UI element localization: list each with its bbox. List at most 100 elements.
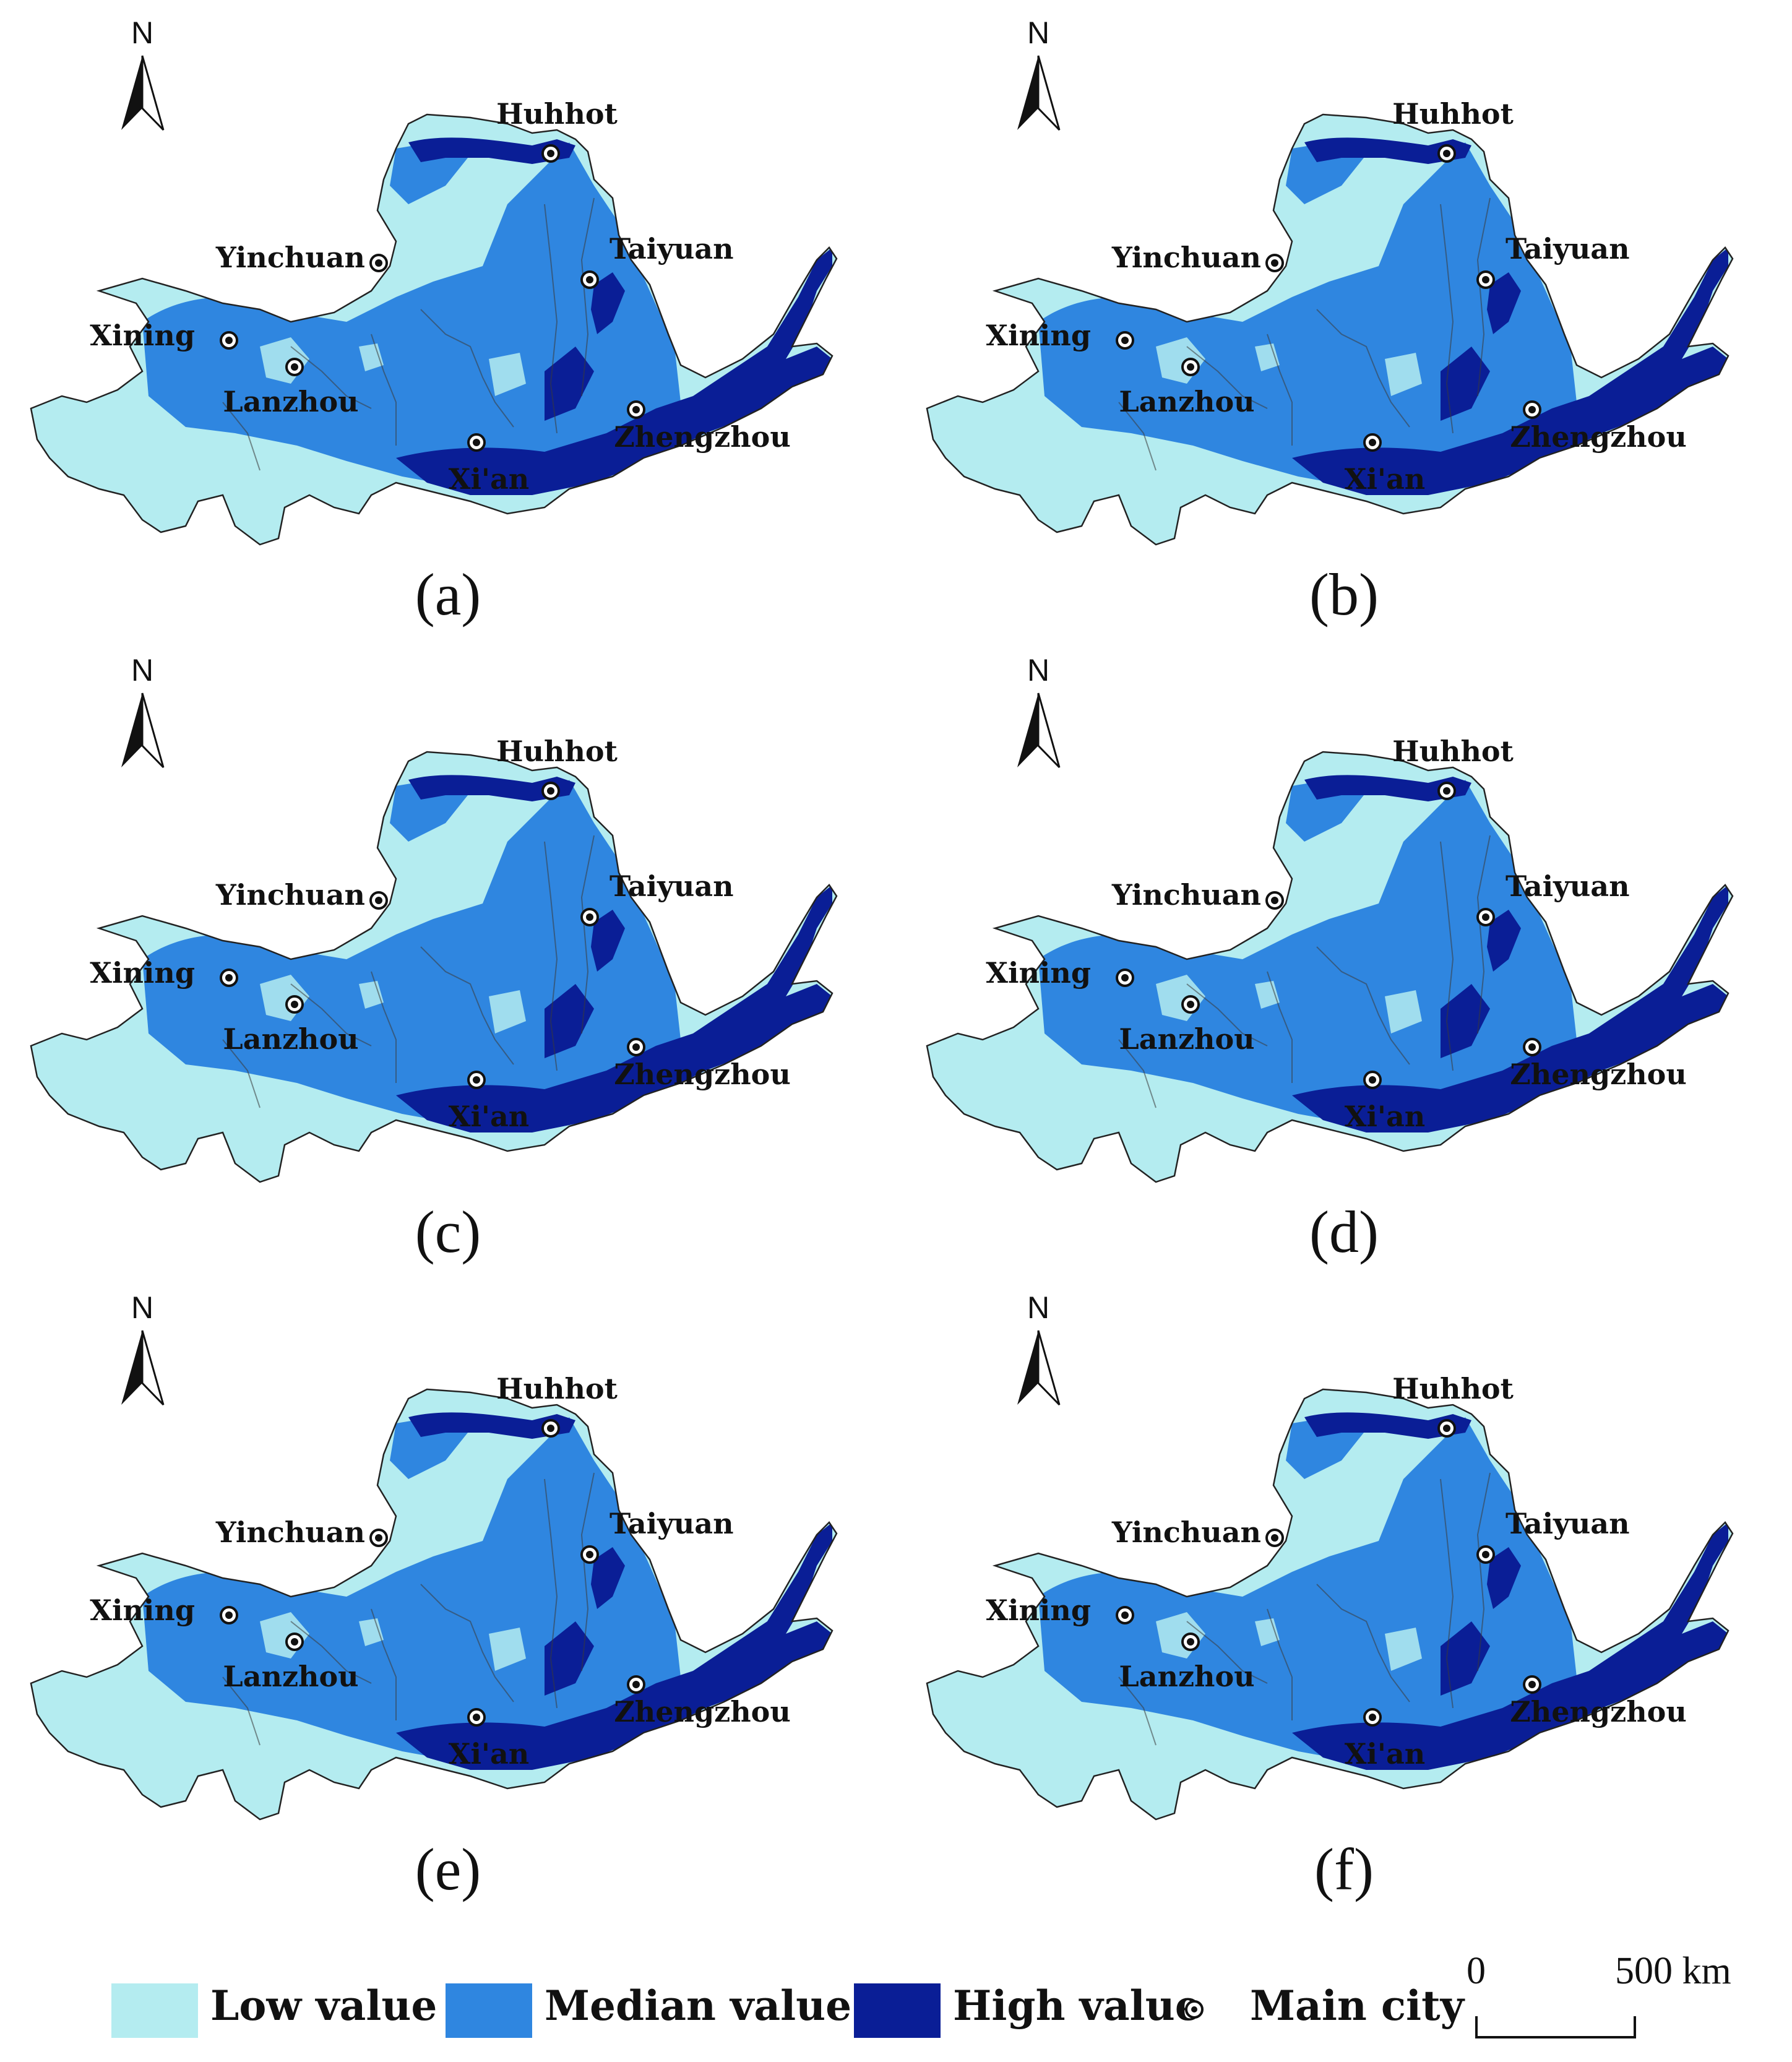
city-marker-dot [1443,787,1450,795]
high-value-area [1304,1412,1471,1439]
panel-label: (d) [1309,1199,1379,1265]
low-patch [489,1628,526,1671]
city-marker-dot [586,1551,593,1558]
city-label-xining: Xining [986,1594,1091,1627]
city-marker-dot [291,1001,298,1008]
basin-outline [926,1388,1734,1821]
panel-label: (f) [1314,1836,1374,1902]
high-value-area [1441,1621,1490,1696]
low-patch [1255,1618,1280,1646]
panel-label: (c) [415,1199,481,1265]
city-marker-dot [632,406,640,413]
city-marker-dot [473,1714,480,1721]
city-label-huhhot: Huhhot [496,97,618,131]
high-value-area [1441,984,1490,1058]
city-label-xian: Xi'an [449,1100,530,1133]
city-label-zhengzhou: Zhengzhou [1510,1058,1687,1091]
city-marker-dot [1528,406,1536,413]
main-city-icon [1185,2000,1204,2019]
low-patch [359,1618,384,1646]
north-letter: N [131,653,153,688]
city-marker-dot [291,363,298,371]
subregion-boundaries [1118,835,1491,1108]
north-letter: N [1027,1290,1049,1325]
city-marker-dot [1482,1551,1489,1558]
subregion-boundaries [222,1472,595,1746]
city-markers: Huhhot Yinchuan Taiyuan Xining Lanzhou Xi'an Z… [90,1372,791,1771]
city-label-lanzhou: Lanzhou [1119,1022,1254,1056]
legend-low-label: Low value [210,1982,437,2030]
high-value-area [545,984,594,1058]
north-letter: N [1027,15,1049,50]
legend: Low value Median value High value Main c… [111,1943,1782,2055]
city-markers: Huhhot Yinchuan Taiyuan Xining Lanzhou Xi'an Z… [90,735,791,1133]
city-label-yinchuan: Yinchuan [215,878,365,912]
high-value-area [1304,137,1471,164]
legend-low-swatch [111,1983,198,2038]
high-value-area [591,910,625,972]
city-label-yinchuan: Yinchuan [1111,878,1261,912]
city-label-taiyuan: Taiyuan [610,869,734,903]
low-patch [489,990,526,1033]
city-label-lanzhou: Lanzhou [1119,1660,1254,1693]
high-value-area [1292,248,1728,495]
north-arrow-icon: N [121,1290,165,1406]
scale-line [1475,2036,1636,2038]
panel-d: N Huhhot Yinchuan Taiyuan Xining Lanzhou Xi'a… [896,637,1792,1281]
city-marker-dot [1369,1714,1376,1721]
map-svg: N Huhhot Yinchuan Taiyuan Xining Lanzhou Xi'a… [926,653,1734,1183]
city-label-yinchuan: Yinchuan [215,1516,365,1549]
city-marker-dot [1369,1076,1376,1084]
city-markers: Huhhot Yinchuan Taiyuan Xining Lanzhou Xi'an Z… [90,97,791,496]
low-patch [1385,990,1422,1033]
city-marker-dot [586,276,593,283]
city-marker-dot [1271,1534,1278,1542]
map-svg: N Huhhot Yinchuan Taiyuan Xining Lanzhou Xi'a… [926,15,1734,546]
city-label-taiyuan: Taiyuan [610,232,734,265]
city-label-taiyuan: Taiyuan [1506,232,1630,265]
city-marker-dot [547,787,554,795]
city-marker-dot [1443,150,1450,157]
scale-tick [1634,2016,1636,2037]
city-label-xian: Xi'an [449,1737,530,1771]
high-value-area [1487,910,1521,972]
city-marker-dot [586,913,593,921]
city-marker-dot [375,1534,382,1542]
map-svg: N Huhhot Yinchuan Taiyuan Xining Lanzhou Xi'a… [30,1290,838,1821]
city-marker-dot [547,1425,554,1432]
city-marker-dot [1271,897,1278,904]
north-arrow-icon: N [1017,653,1061,769]
city-marker-dot [1187,363,1194,371]
city-marker-dot [632,1681,640,1688]
city-label-xining: Xining [90,1594,195,1627]
city-label-huhhot: Huhhot [496,1372,618,1405]
legend-high-swatch [854,1983,941,2038]
subregion-boundaries [1118,197,1491,471]
map-svg: N Huhhot Yinchuan Taiyuan Xining Lanzhou Xi'a… [30,15,838,546]
city-marker-dot [1369,439,1376,446]
city-label-huhhot: Huhhot [1392,735,1514,768]
city-marker-dot [291,1638,298,1646]
city-label-zhengzhou: Zhengzhou [614,1695,791,1728]
scale-bar: 0 500 km [1467,1949,1731,2048]
city-label-zhengzhou: Zhengzhou [614,1058,791,1091]
city-markers: Huhhot Yinchuan Taiyuan Xining Lanzhou Xi'an Z… [986,97,1687,496]
city-label-lanzhou: Lanzhou [223,1022,358,1056]
city-label-zhengzhou: Zhengzhou [614,420,791,454]
city-label-zhengzhou: Zhengzhou [1510,1695,1687,1728]
low-patch [359,981,384,1009]
high-value-area [545,347,594,421]
city-label-xining: Xining [986,956,1091,990]
panel-label: (b) [1309,561,1379,628]
city-marker-dot [375,897,382,904]
panel-label: (e) [415,1836,481,1902]
city-label-lanzhou: Lanzhou [223,385,358,418]
city-markers: Huhhot Yinchuan Taiyuan Xining Lanzhou Xi'an Z… [986,735,1687,1133]
high-value-area [396,885,832,1132]
city-marker-dot [1121,974,1129,981]
city-marker-dot [375,259,382,267]
city-label-zhengzhou: Zhengzhou [1510,420,1687,454]
low-patch [359,343,384,371]
low-patch [1255,343,1280,371]
